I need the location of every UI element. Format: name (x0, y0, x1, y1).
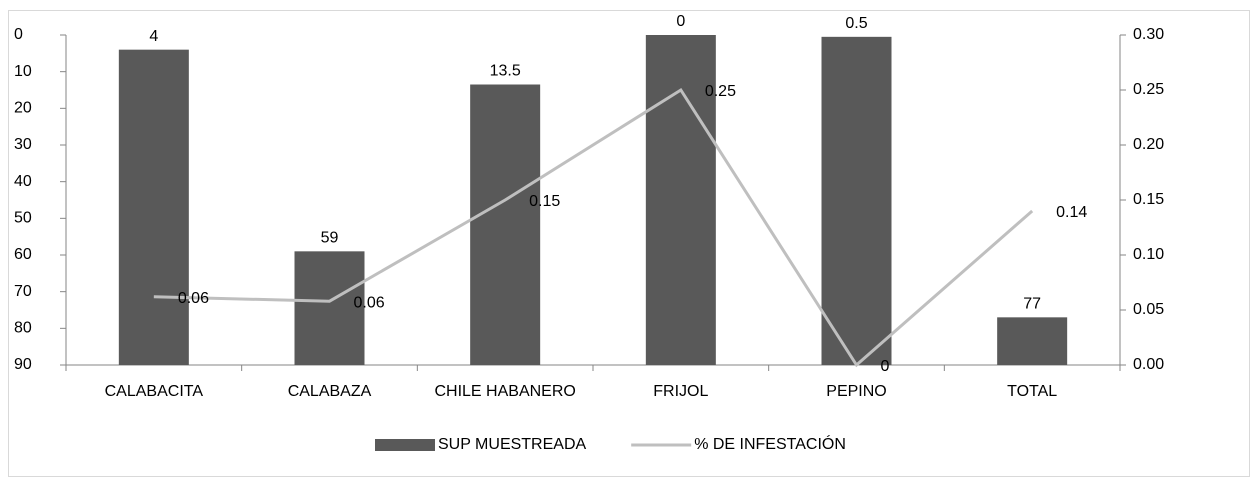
y-tick-label: 90 (14, 356, 32, 373)
y2-tick-label: 0.05 (1133, 301, 1164, 318)
bar-value-label: 59 (321, 230, 339, 247)
y-tick-label: 30 (14, 136, 32, 153)
y2-tick-label: 0.15 (1133, 191, 1164, 208)
bar (470, 84, 541, 365)
bar-value-label: 77 (1023, 296, 1041, 313)
line-value-label: 0.15 (529, 193, 560, 210)
chart-frame (8, 10, 1250, 477)
bar (997, 317, 1068, 365)
line-value-label: 0.25 (705, 83, 736, 100)
y2-tick-label: 0.00 (1133, 356, 1164, 373)
bar (294, 251, 365, 365)
line-value-label: 0.14 (1056, 204, 1087, 221)
bar-value-label: 0 (676, 13, 685, 30)
legend-label: SUP MUESTREADA (438, 436, 587, 453)
x-tick-label: TOTAL (1007, 383, 1057, 400)
line-value-label: 0.06 (354, 294, 385, 311)
x-tick-label: PEPINO (826, 383, 886, 400)
bar (118, 49, 189, 366)
y-tick-label: 50 (14, 210, 32, 227)
y2-tick-label: 0.25 (1133, 81, 1164, 98)
x-tick-label: FRIJOL (653, 383, 708, 400)
y2-tick-label: 0.30 (1133, 26, 1164, 43)
bar-value-label: 13.5 (490, 63, 521, 80)
bar-value-label: 4 (149, 28, 158, 45)
line-series (153, 87, 1034, 368)
y2-tick-label: 0.10 (1133, 246, 1164, 263)
y-tick-label: 70 (14, 283, 32, 300)
x-tick-label: CHILE HABANERO (434, 383, 575, 400)
bar-value-label: 0.5 (845, 15, 867, 32)
y-tick-label: 60 (14, 246, 32, 263)
y2-tick-label: 0.20 (1133, 136, 1164, 153)
y-tick-label: 20 (14, 100, 32, 117)
y-tick-label: 80 (14, 320, 32, 337)
y-tick-label: 40 (14, 173, 32, 190)
x-tick-label: CALABACITA (105, 383, 204, 400)
line-value-label: 0 (881, 358, 890, 375)
bar (821, 36, 892, 365)
x-tick-label: CALABAZA (288, 383, 372, 400)
line-value-label: 0.06 (178, 290, 209, 307)
legend-swatch (375, 439, 435, 451)
legend-label: % DE INFESTACIÓN (694, 434, 846, 453)
y-tick-label: 0 (14, 26, 23, 43)
y-tick-label: 10 (14, 63, 32, 80)
